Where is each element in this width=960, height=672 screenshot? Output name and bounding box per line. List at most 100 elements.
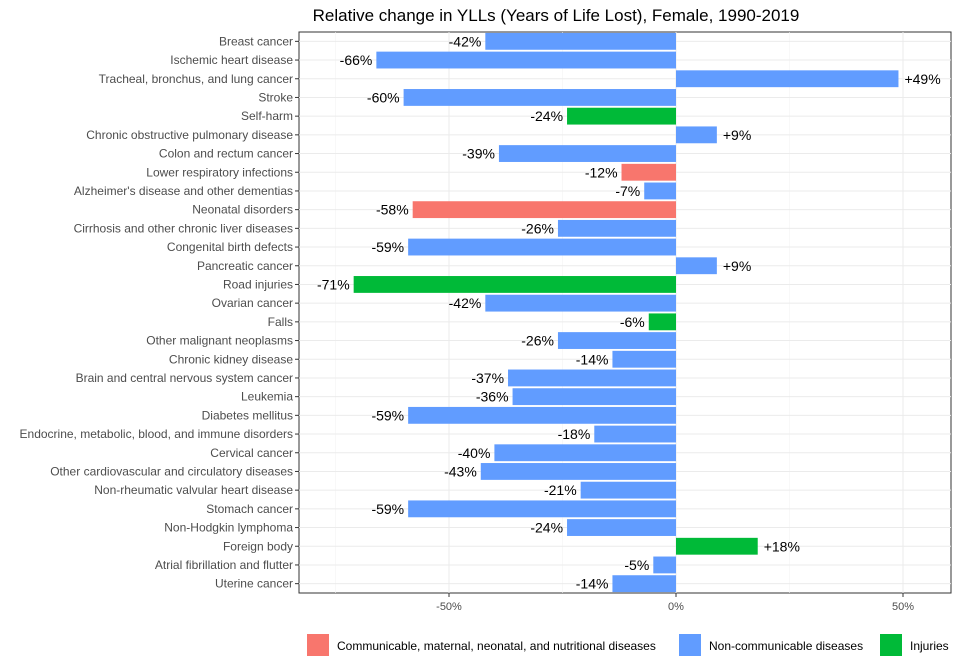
category-label: Road injuries	[223, 277, 293, 291]
category-label: Non-Hodgkin lymphoma	[164, 521, 293, 535]
legend-label-inj: Injuries	[910, 639, 949, 653]
bar	[512, 388, 676, 406]
category-label: Lower respiratory infections	[146, 165, 293, 179]
category-label: Foreign body	[223, 539, 293, 553]
bar-value-label: -24%	[530, 520, 563, 536]
bar-value-label: -12%	[585, 164, 618, 180]
bar	[676, 70, 899, 88]
bar-value-label: -42%	[449, 295, 482, 311]
bar	[621, 163, 676, 181]
category-label: Leukemia	[241, 390, 293, 404]
bar	[653, 556, 676, 574]
category-label: Colon and rectum cancer	[159, 147, 293, 161]
bar-value-label: -39%	[462, 146, 495, 162]
bar	[594, 425, 676, 443]
bar-value-label: -26%	[521, 333, 554, 349]
bar	[412, 201, 676, 219]
bars: -42% -66% +49% -60% -24% +9% -39% -12% -7% -58% -2…	[317, 32, 941, 593]
category-label: Endocrine, metabolic, blood, and immune …	[20, 427, 293, 441]
bar-value-label: -71%	[317, 276, 350, 292]
category-label: Pancreatic cancer	[197, 259, 293, 273]
category-label: Self-harm	[241, 109, 293, 123]
bar-value-label: -14%	[576, 351, 609, 367]
bar-value-label: -40%	[458, 445, 491, 461]
category-label: Non-rheumatic valvular heart disease	[94, 483, 293, 497]
bar	[644, 182, 676, 200]
bar	[408, 406, 676, 424]
bar-value-label: -36%	[476, 389, 509, 405]
category-label: Uterine cancer	[215, 577, 293, 591]
bar-value-label: +18%	[764, 538, 800, 554]
bar-value-label: -43%	[444, 463, 477, 479]
bar	[403, 89, 676, 106]
plot-panel	[298, 31, 952, 594]
bar	[676, 537, 758, 555]
bar-value-label: -59%	[371, 239, 404, 255]
bar-value-label: -59%	[371, 407, 404, 423]
bar	[612, 575, 676, 593]
bar	[376, 51, 676, 69]
chart-title: Relative change in YLLs (Years of Life L…	[313, 6, 800, 25]
category-label: Cervical cancer	[210, 446, 293, 460]
bar-value-label: -60%	[367, 89, 400, 105]
bar-value-label: -21%	[544, 482, 577, 498]
bar	[353, 276, 676, 293]
bar	[676, 126, 717, 144]
category-label: Falls	[268, 315, 293, 329]
bar	[508, 369, 676, 387]
bar	[557, 332, 676, 349]
bar-value-label: -14%	[576, 576, 609, 592]
bar-value-label: +49%	[904, 71, 940, 87]
bar	[485, 294, 676, 312]
legend-swatch-ncd	[679, 634, 701, 656]
bar-value-label: -6%	[620, 314, 645, 330]
bar	[480, 463, 676, 480]
category-label: Diabetes mellitus	[202, 408, 293, 422]
category-label: Brain and central nervous system cancer	[76, 371, 293, 385]
bar	[567, 107, 676, 125]
bar	[557, 219, 676, 237]
bar	[408, 500, 676, 518]
category-label: Tracheal, bronchus, and lung cancer	[99, 72, 293, 86]
bar	[580, 481, 676, 499]
bar-value-label: -42%	[449, 33, 482, 49]
category-label: Neonatal disorders	[192, 203, 293, 217]
category-label: Stomach cancer	[206, 502, 293, 516]
category-label: Other cardiovascular and circulatory dis…	[50, 464, 293, 478]
category-label: Alzheimer's disease and other dementias	[74, 184, 293, 198]
legend-swatch-cmnn	[307, 634, 329, 656]
category-label: Atrial fibrillation and flutter	[155, 558, 293, 572]
category-label: Stroke	[258, 90, 293, 104]
category-label: Congenital birth defects	[167, 240, 293, 254]
bar-value-label: -26%	[521, 220, 554, 236]
bar	[612, 350, 676, 368]
category-label: Other malignant neoplasms	[146, 334, 293, 348]
bar-value-label: +9%	[723, 127, 751, 143]
legend-label-ncd: Non-communicable diseases	[709, 639, 863, 653]
bar-value-label: -58%	[376, 202, 409, 218]
x-tick-label: 50%	[892, 601, 914, 613]
bar	[485, 32, 676, 50]
category-label: Breast cancer	[219, 34, 293, 48]
bar-value-label: -37%	[471, 370, 504, 386]
bar	[567, 519, 676, 536]
bar	[494, 444, 676, 462]
category-label: Ovarian cancer	[212, 296, 293, 310]
bar	[408, 238, 676, 256]
x-axis: -50% 0% 50%	[436, 593, 914, 613]
category-label: Cirrhosis and other chronic liver diseas…	[74, 221, 293, 235]
legend: Communicable, maternal, neonatal, and nu…	[307, 634, 949, 656]
bar-value-label: -7%	[615, 183, 640, 199]
legend-label-cmnn: Communicable, maternal, neonatal, and nu…	[337, 639, 656, 653]
bar-value-label: +9%	[723, 258, 751, 274]
category-label: Chronic kidney disease	[169, 352, 293, 366]
bar-value-label: -5%	[624, 557, 649, 573]
bar	[676, 257, 717, 275]
x-tick-label: -50%	[436, 601, 462, 613]
y-axis: Breast cancer Ischemic heart disease Trach…	[20, 34, 299, 591]
bar-value-label: -66%	[340, 52, 373, 68]
legend-swatch-inj	[880, 634, 902, 656]
bar-value-label: -59%	[371, 501, 404, 517]
category-label: Ischemic heart disease	[170, 53, 293, 67]
bar	[648, 313, 676, 331]
